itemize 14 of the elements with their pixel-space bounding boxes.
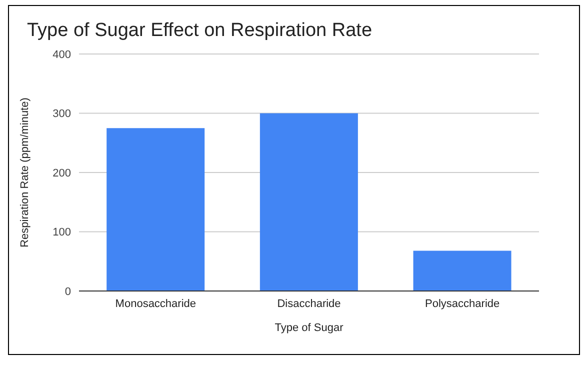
chart-title: Type of Sugar Effect on Respiration Rate — [26, 19, 374, 43]
x-axis-title: Type of Sugar — [274, 322, 344, 334]
x-tick-label: Polysaccharide — [425, 298, 500, 310]
y-tick-label: 300 — [52, 108, 71, 120]
x-tick-label: Disaccharide — [277, 298, 341, 310]
bar — [413, 250, 512, 291]
x-tick-label: Monosaccharide — [115, 298, 196, 310]
y-tick-label: 0 — [64, 286, 71, 298]
y-tick-label: 200 — [52, 167, 71, 180]
y-tick-label: 100 — [52, 226, 71, 239]
y-tick-label: 400 — [52, 48, 71, 61]
bar — [260, 113, 358, 291]
bar — [106, 128, 205, 291]
y-axis-title: Respiration Rate (ppm/minute) — [18, 98, 31, 248]
